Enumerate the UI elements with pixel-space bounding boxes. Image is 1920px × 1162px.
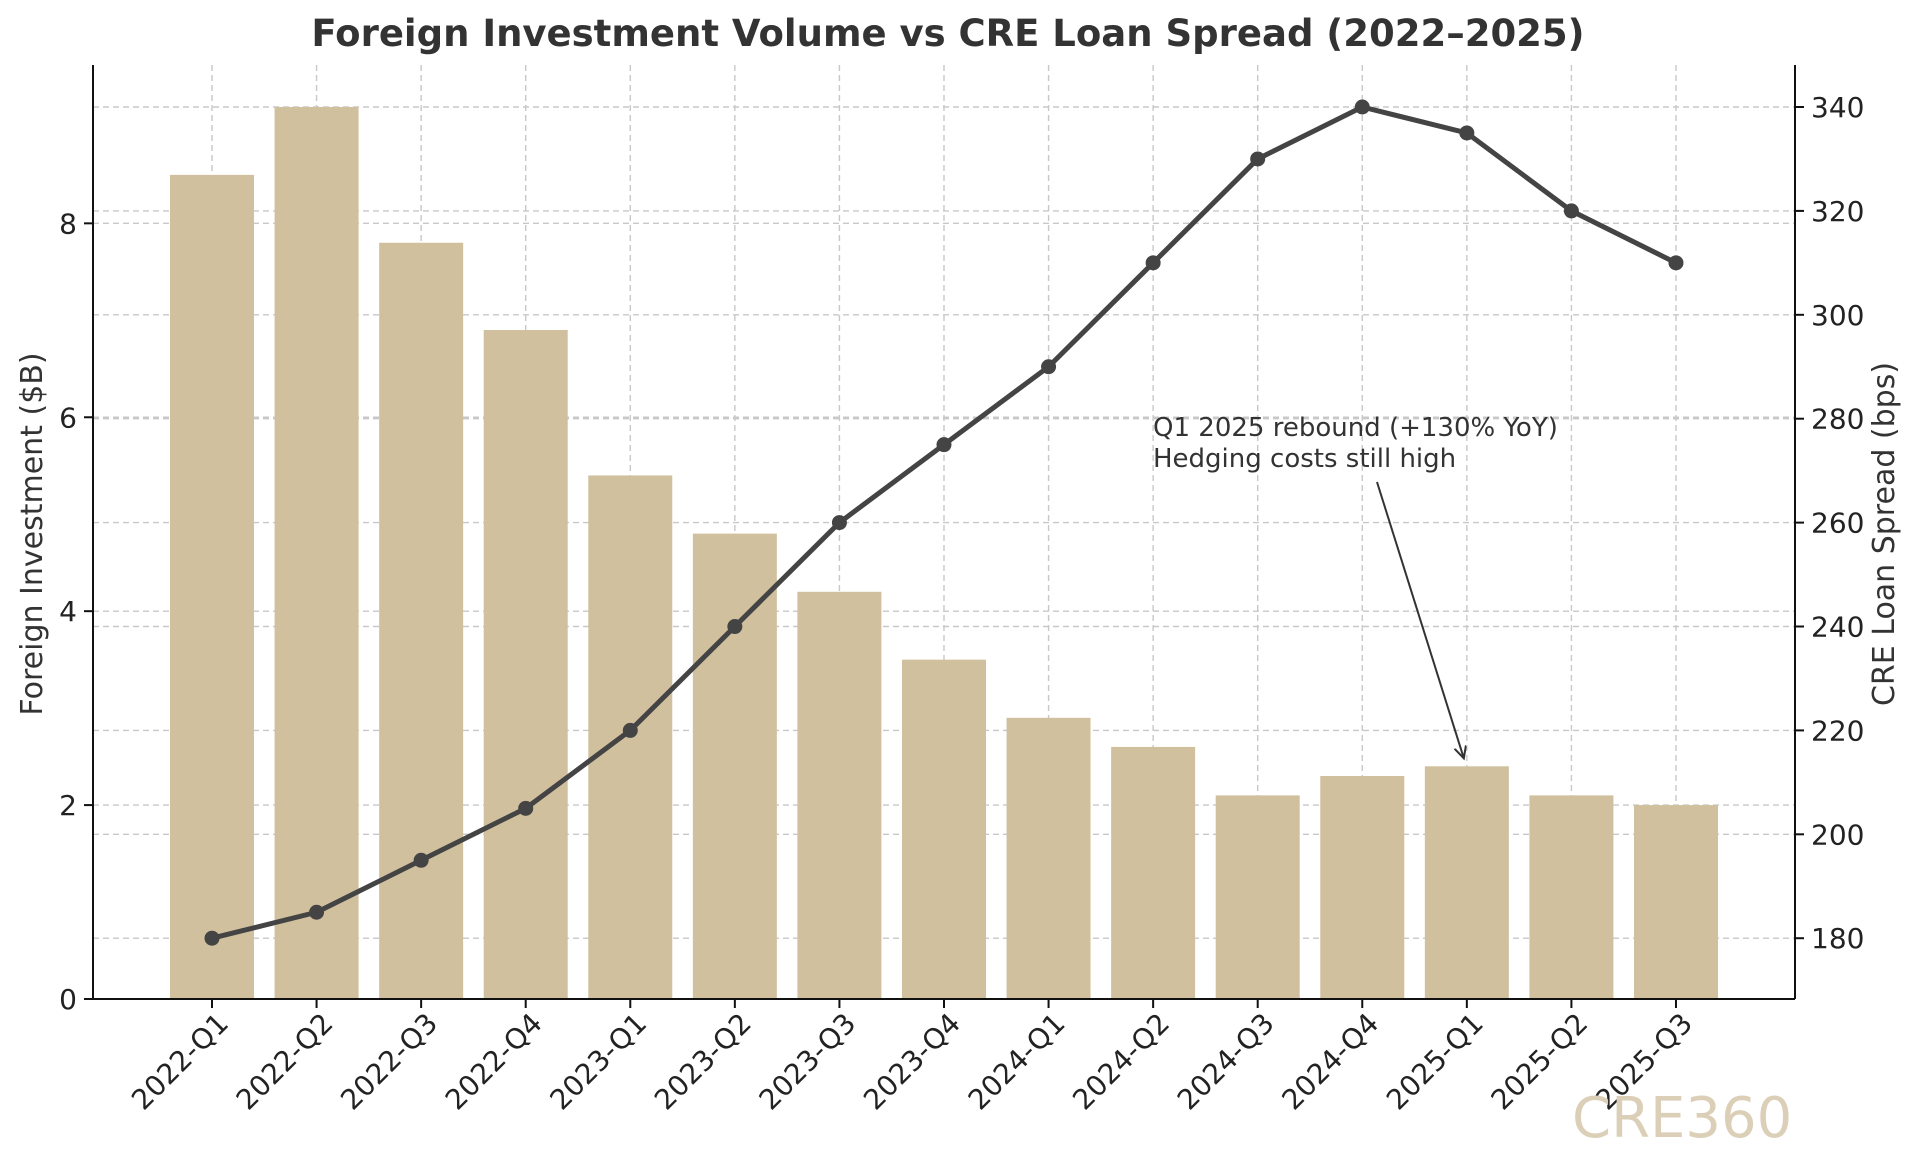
annotation-text: Q1 2025 rebound (+130% YoY) <box>1153 413 1558 443</box>
bar-2024-Q1 <box>1006 717 1091 999</box>
bar-2022-Q3 <box>379 242 464 999</box>
spread-point-2022-Q3 <box>413 852 429 868</box>
spread-point-2024-Q4 <box>1354 99 1370 115</box>
bar-2022-Q1 <box>170 174 254 999</box>
bar-2023-Q4 <box>901 659 986 999</box>
y2-tick-label: 240 <box>1811 611 1864 644</box>
x-tick-label: 2024-Q4 <box>1275 1007 1385 1117</box>
spread-point-2025-Q3 <box>1668 255 1684 271</box>
bar-2023-Q3 <box>797 591 882 999</box>
bar-2024-Q3 <box>1215 795 1300 999</box>
x-tick-label: 2025-Q1 <box>1380 1007 1490 1117</box>
spread-point-2023-Q3 <box>831 515 847 531</box>
y-tick-label: 6 <box>59 401 77 434</box>
x-tick-label: 2023-Q2 <box>648 1007 758 1117</box>
y2-tick-label: 320 <box>1811 195 1864 228</box>
bar-2022-Q4 <box>483 330 568 999</box>
x-tick-label: 2022-Q3 <box>334 1007 444 1117</box>
spread-point-2024-Q3 <box>1250 151 1266 167</box>
y-axis-right-label: CRE Loan Spread (bps) <box>1867 362 1902 706</box>
spread-point-2022-Q4 <box>518 800 534 816</box>
x-tick-label: 2024-Q2 <box>1066 1007 1176 1117</box>
y2-tick-label: 340 <box>1811 91 1864 124</box>
spread-point-2023-Q1 <box>622 722 638 738</box>
spread-point-2022-Q2 <box>309 904 325 920</box>
x-tick-label: 2023-Q3 <box>753 1007 863 1117</box>
x-tick-label: 2023-Q4 <box>857 1007 967 1117</box>
spread-point-2022-Q1 <box>204 930 220 946</box>
x-tick-label: 2022-Q1 <box>125 1007 235 1117</box>
y-tick-label: 2 <box>59 789 77 822</box>
spread-point-2025-Q2 <box>1563 203 1579 219</box>
annotation-text: Hedging costs still high <box>1153 444 1456 474</box>
line-series <box>204 99 1684 946</box>
bar-2025-Q3 <box>1633 805 1718 999</box>
y2-tick-label: 280 <box>1811 403 1864 436</box>
y-tick-label: 8 <box>59 207 77 240</box>
x-tick-label: 2024-Q3 <box>1171 1007 1281 1117</box>
y2-tick-label: 200 <box>1811 818 1864 851</box>
x-tick-label: 2022-Q2 <box>230 1007 340 1117</box>
y-tick-label: 4 <box>59 595 77 628</box>
y2-tick-label: 220 <box>1811 714 1864 747</box>
spread-point-2023-Q4 <box>936 437 952 453</box>
y-axis-left-label: Foreign Investment ($B) <box>15 352 50 715</box>
chart-title: Foreign Investment Volume vs CRE Loan Sp… <box>311 12 1584 55</box>
bar-2025-Q2 <box>1529 795 1614 999</box>
spread-point-2025-Q1 <box>1459 125 1475 141</box>
watermark: CRE360 <box>1572 1086 1792 1151</box>
annotation: Q1 2025 rebound (+130% YoY)Hedging costs… <box>1153 413 1558 758</box>
bar-2025-Q1 <box>1424 766 1509 999</box>
annotation-arrow <box>1376 481 1464 758</box>
spread-point-2024-Q1 <box>1041 359 1057 375</box>
y2-tick-label: 180 <box>1811 922 1864 955</box>
bar-series <box>170 107 1718 999</box>
bar-2022-Q2 <box>274 107 359 999</box>
y2-tick-label: 300 <box>1811 299 1864 332</box>
x-tick-label: 2022-Q4 <box>439 1007 549 1117</box>
x-tick-label: 2023-Q1 <box>543 1007 653 1117</box>
bar-2023-Q2 <box>692 533 777 999</box>
spread-point-2023-Q2 <box>727 619 743 635</box>
bar-2024-Q4 <box>1320 776 1405 999</box>
bar-2024-Q2 <box>1111 746 1196 999</box>
y-tick-label: 0 <box>59 983 77 1016</box>
y2-tick-label: 260 <box>1811 507 1864 540</box>
x-tick-label: 2024-Q1 <box>962 1007 1072 1117</box>
spread-point-2024-Q2 <box>1145 255 1161 271</box>
